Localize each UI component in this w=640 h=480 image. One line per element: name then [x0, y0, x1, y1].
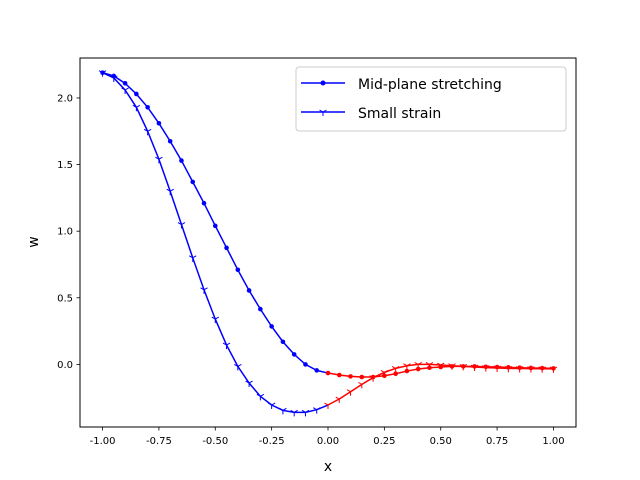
small-strain-point: [200, 287, 208, 294]
legend-label-small-strain: Small strain: [358, 106, 441, 122]
x-tick-label: -0.50: [202, 436, 228, 447]
y-tick-label: 0.5: [57, 293, 73, 304]
small-strain-point: [290, 409, 298, 417]
mid-plane-point: [235, 267, 241, 273]
small-strain-point: [188, 255, 197, 262]
mid-plane-point: [415, 366, 421, 372]
mid-plane-point: [404, 368, 410, 374]
y-axis: 0.0 0.5 1.0 1.5 2.0: [57, 93, 80, 371]
mid-plane-point: [393, 371, 398, 377]
small-strain-point: [324, 402, 332, 410]
small-strain-point: [358, 381, 366, 389]
small-strain-point: [177, 222, 186, 229]
small-strain-point: [346, 389, 355, 396]
small-strain-point: [527, 366, 535, 373]
mid-plane-point: [303, 362, 308, 367]
small-strain-point: [121, 87, 129, 94]
small-strain-point: [222, 342, 231, 350]
x-tick-label: 0.50: [430, 436, 452, 447]
mid-plane-point: [122, 81, 128, 86]
mid-plane-point: [145, 104, 150, 110]
plot-area: [98, 70, 558, 417]
mid-plane-point: [336, 372, 342, 378]
mid-plane-point: [134, 91, 139, 97]
small-strain-point: [301, 409, 310, 417]
small-strain-point: [166, 188, 174, 196]
small-strain-point: [132, 104, 141, 112]
small-strain-point: [211, 316, 220, 324]
x-tick-label: 0.75: [486, 436, 508, 447]
mid-plane-point: [269, 324, 274, 329]
small-strain-point: [425, 361, 434, 369]
y-tick-label: 0.0: [57, 360, 73, 371]
mid-plane-point: [167, 138, 173, 144]
mid-plane-point: [179, 158, 184, 163]
y-tick-label: 2.0: [57, 93, 73, 104]
mid-plane-point: [212, 223, 218, 229]
y-tick-label: 1.0: [57, 227, 73, 238]
mid-plane-point: [224, 245, 229, 251]
x-tick-label: -0.25: [259, 436, 285, 447]
small-strain-point: [470, 364, 479, 372]
small-strain-point: [403, 363, 411, 370]
small-strain-point: [312, 407, 321, 414]
legend: Mid-plane stretching Small strain: [295, 66, 567, 132]
mid-plane-point: [280, 339, 286, 345]
small-strain-point: [335, 396, 344, 404]
y-axis-label: w: [26, 236, 42, 247]
y-tick-label: 1.5: [57, 160, 73, 171]
small-strain-point: [549, 366, 558, 373]
mid-plane-point: [359, 374, 365, 380]
mid-plane-point: [190, 179, 196, 185]
small-strain-point: [436, 362, 445, 370]
small-strain-point: [279, 407, 287, 415]
x-axis: -1.00 -0.75 -0.50 -0.25 0.00 0.25 0.50 0.75 1.00: [90, 427, 565, 447]
small-strain-point: [493, 365, 501, 372]
x-tick-label: 0.25: [373, 436, 395, 447]
legend-frame: [295, 66, 567, 132]
mid-plane-point: [325, 370, 331, 376]
small-strain-point: [143, 128, 152, 136]
mid-plane-point: [201, 200, 207, 206]
legend-label-mid-plane: Mid-plane stretching: [358, 77, 502, 93]
small-strain-point: [414, 361, 422, 369]
mid-plane-point: [314, 368, 320, 373]
small-strain-point: [380, 369, 389, 377]
mid-plane-point: [258, 306, 263, 312]
legend-marker-small-strain: [319, 109, 327, 116]
small-strain-point: [459, 363, 468, 371]
small-strain-point: [515, 366, 524, 373]
x-axis-label: x: [324, 459, 332, 475]
small-strain-point: [391, 365, 400, 373]
small-strain-point: [448, 363, 456, 370]
small-strain-point: [245, 380, 253, 388]
x-tick-label: 1.00: [542, 436, 564, 447]
x-tick-label: 0.00: [317, 436, 339, 447]
small-strain-point: [110, 75, 118, 82]
small-strain-point: [504, 365, 513, 373]
mid-plane-point: [156, 120, 162, 126]
x-tick-label: -1.00: [90, 436, 116, 447]
mid-plane-point: [348, 374, 353, 379]
small-strain-point: [234, 363, 242, 371]
mid-plane-point: [246, 288, 252, 293]
small-strain-point: [155, 156, 163, 164]
small-strain-point: [369, 375, 377, 382]
small-strain-point: [256, 393, 265, 401]
small-strain-point: [267, 402, 276, 410]
x-tick-label: -0.75: [146, 436, 172, 447]
legend-marker-mid-plane: [320, 80, 326, 86]
small-strain-point: [98, 70, 107, 77]
small-strain-point: [482, 365, 490, 372]
small-strain-point: [538, 366, 546, 373]
mid-plane-point: [291, 352, 297, 357]
